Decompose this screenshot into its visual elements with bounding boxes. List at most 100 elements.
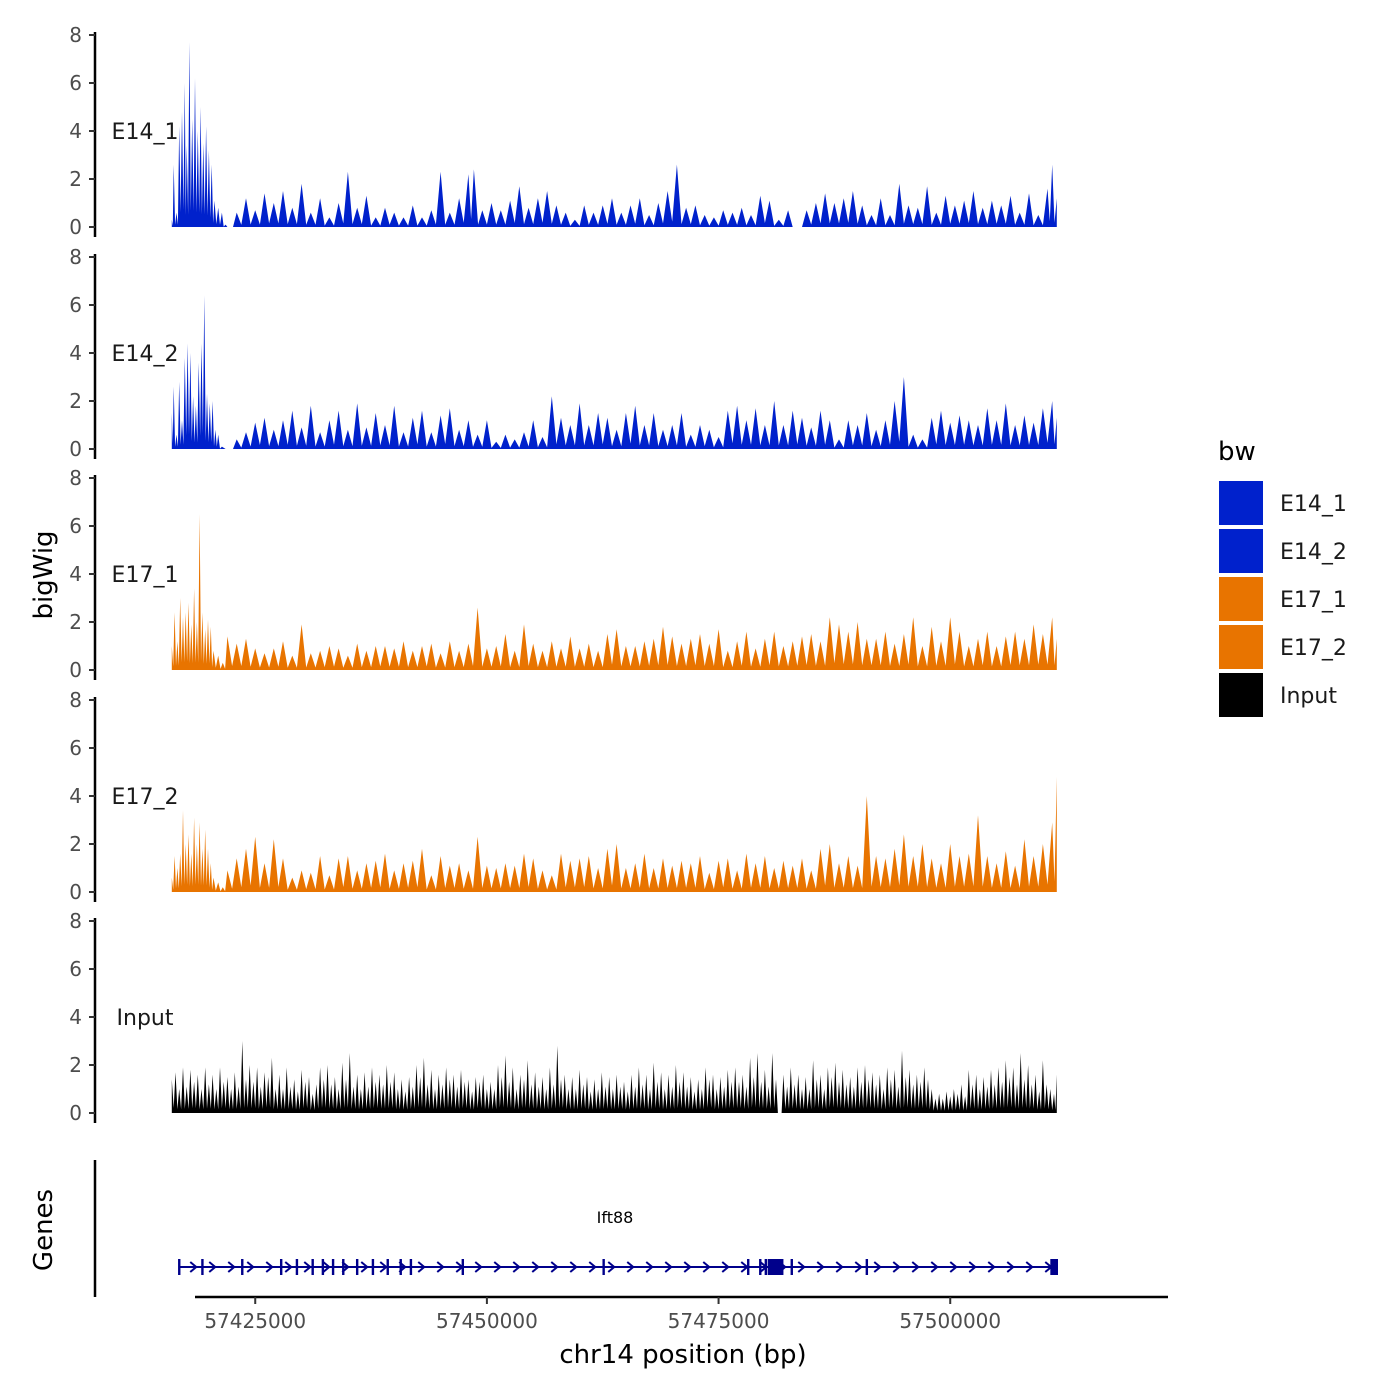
y-tick-label: 2: [69, 1053, 82, 1077]
exon: [386, 1259, 389, 1275]
y-tick-label: 0: [69, 437, 82, 461]
x-tick-label: 57425000: [204, 1309, 306, 1333]
strand-arrow: [968, 1261, 977, 1273]
strand-arrow: [816, 1261, 825, 1273]
strand-arrow: [284, 1261, 293, 1273]
exon: [311, 1259, 314, 1275]
legend-swatch: [1217, 479, 1265, 527]
legend: bw E14_1 E14_2 E17_1 E17_2 Input: [1217, 437, 1347, 719]
track-label: E17_1: [112, 563, 179, 588]
y-tick-label: 8: [69, 688, 82, 712]
strand-arrow: [246, 1261, 255, 1273]
x-axis: 57425000 57450000 57475000 57500000: [195, 1295, 1168, 1333]
signal-area-input: [171, 1041, 1057, 1113]
strand-arrow: [930, 1261, 939, 1273]
exon: [178, 1259, 181, 1275]
strand-arrow: [322, 1261, 331, 1273]
strand-arrow: [892, 1261, 901, 1273]
signal-area-e17_2: [171, 776, 1057, 892]
strand-arrow: [265, 1261, 274, 1273]
exon: [399, 1259, 402, 1275]
y-tick-label: 6: [69, 514, 82, 538]
y-tick-label: 4: [69, 562, 82, 586]
y-tick-label: 6: [69, 957, 82, 981]
legend-swatch: [1217, 527, 1265, 575]
strand-arrow: [797, 1261, 806, 1273]
legend-label: Input: [1280, 684, 1337, 709]
y-axis-title: bigWig: [29, 530, 59, 619]
legend-title: bw: [1218, 437, 1256, 467]
gene-name-label: Ift88: [597, 1208, 634, 1227]
y-tick-label: 6: [69, 293, 82, 317]
strand-arrow: [303, 1261, 312, 1273]
y-tick-label: 6: [69, 736, 82, 760]
exon: [371, 1259, 375, 1275]
y-tick-label: 8: [69, 909, 82, 933]
exon: [764, 1259, 768, 1275]
y-tick-label: 4: [69, 341, 82, 365]
strand-arrow: [683, 1261, 692, 1273]
exon: [331, 1259, 335, 1275]
y-tick-label: 0: [69, 1101, 82, 1125]
exon: [747, 1259, 750, 1275]
strand-arrow: [949, 1261, 958, 1273]
y-tick-label: 8: [69, 23, 82, 47]
strand-arrow: [360, 1261, 369, 1273]
legend-swatch: [1217, 671, 1265, 719]
exon: [295, 1259, 299, 1275]
x-tick-label: 57500000: [899, 1309, 1001, 1333]
y-tick-label: 4: [69, 119, 82, 143]
strand-arrow: [607, 1261, 616, 1273]
exon: [461, 1259, 465, 1275]
track-input: 0 2 4 6 8 Input: [69, 909, 1057, 1125]
legend-label: E14_2: [1280, 540, 1347, 565]
y-tick-label: 2: [69, 610, 82, 634]
strand-arrow: [227, 1261, 236, 1273]
strand-arrow: [664, 1261, 673, 1273]
legend-swatch: [1217, 575, 1265, 623]
x-tick-label: 57475000: [668, 1309, 770, 1333]
track-e14_1: 0 2 4 6 8 E14_1: [69, 23, 1057, 239]
signal-area-e14_1: [171, 42, 1057, 228]
legend-label: E17_1: [1280, 588, 1347, 613]
strand-arrow: [702, 1261, 711, 1273]
exon: [759, 1259, 762, 1275]
strand-arrow: [1025, 1261, 1034, 1273]
track-label: E17_2: [112, 785, 179, 810]
y-tick-label: 8: [69, 466, 82, 490]
signal-tracks: 0 2 4 6 8 E14_1 0 2 4 6 8 E14_2 0 2 4 6 8 E17_1 0 2 4 6 8 E17_2…: [69, 23, 1057, 1125]
strand-arrow: [569, 1261, 578, 1273]
strand-arrow: [474, 1261, 483, 1273]
strand-arrow: [208, 1261, 217, 1273]
exon: [321, 1259, 325, 1275]
exon: [790, 1259, 793, 1275]
y-tick-label: 0: [69, 658, 82, 682]
track-label: E14_2: [112, 342, 179, 367]
y-tick-label: 4: [69, 1005, 82, 1029]
signal-area-e14_2: [171, 295, 1057, 449]
signal-area-e17_1: [171, 514, 1057, 670]
exon: [602, 1259, 605, 1275]
exon: [865, 1259, 869, 1275]
y-tick-label: 2: [69, 389, 82, 413]
track-e14_2: 0 2 4 6 8 E14_2: [69, 245, 1057, 461]
track-e17_2: 0 2 4 6 8 E17_2: [69, 688, 1057, 904]
y-tick-label: 2: [69, 832, 82, 856]
y-tick-label: 8: [69, 245, 82, 269]
strand-arrow: [987, 1261, 996, 1273]
strand-arrow: [854, 1261, 863, 1273]
strand-arrow: [721, 1261, 730, 1273]
strand-arrow: [379, 1261, 388, 1273]
legend-label: E14_1: [1280, 492, 1347, 517]
exon: [342, 1259, 345, 1275]
x-axis-title: chr14 position (bp): [559, 1340, 806, 1370]
strand-arrow: [436, 1261, 445, 1273]
gene-track: Ift88: [93, 1160, 1058, 1297]
strand-arrow: [588, 1261, 597, 1273]
strand-arrow: [835, 1261, 844, 1273]
y-tick-label: 0: [69, 215, 82, 239]
strand-arrow: [493, 1261, 502, 1273]
exon-block: [767, 1259, 784, 1275]
exon: [241, 1259, 244, 1275]
